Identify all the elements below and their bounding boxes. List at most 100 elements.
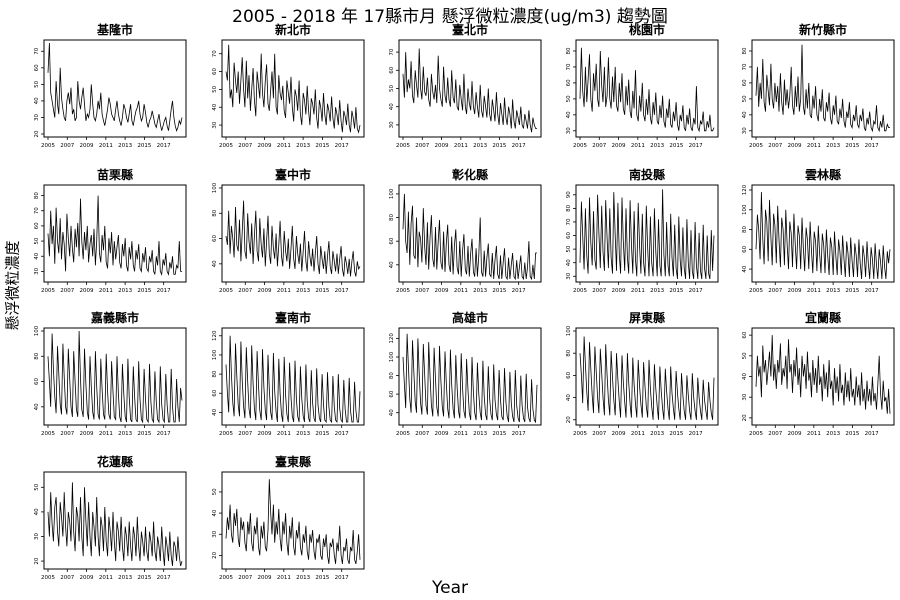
x-tick-label: 2007 [415,143,429,149]
series-line [47,42,183,132]
x-tick-label: 2017 [512,288,526,294]
y-tick-label: 70 [389,48,395,55]
y-tick-label: 30 [742,127,748,134]
y-tick-label: 60 [389,66,395,73]
panel-title: 南投縣 [629,167,665,182]
panel-title: 雲林縣 [805,167,841,182]
panel-frame [575,184,719,283]
x-tick-label: 2013 [826,288,840,294]
panel-12: 臺南市 2005 2007 2009 2011 2013 2015 2017 40 60 80 100… [212,310,365,437]
y-tick-label: 30 [566,272,572,279]
y-tick-label: 50 [34,80,40,87]
x-tick-label: 2009 [80,431,94,437]
y-tick-label: 30 [34,267,40,274]
x-tick-label: 2011 [277,431,291,437]
x-tick-label: 2013 [826,431,840,437]
x-tick-label: 2009 [435,143,449,149]
y-tick-label: 60 [34,378,40,385]
x-tick-label: 2013 [118,288,132,294]
y-tick-label: 60 [566,232,572,239]
y-tick-label: 100 [34,325,40,336]
x-tick-label: 2013 [650,431,664,437]
x-tick-label: 2011 [454,431,468,437]
series-line [402,193,537,281]
x-tick-label: 2005 [41,575,55,581]
x-tick-label: 2011 [277,575,291,581]
y-tick-label: 60 [212,389,218,396]
x-tick-label: 2015 [492,143,506,149]
y-tick-label: 100 [212,349,218,360]
panel-title: 花蓮縣 [97,454,133,469]
y-tick-label: 30 [34,113,40,120]
y-tick-label: 20 [212,551,218,558]
x-tick-label: 2017 [157,143,171,149]
y-tick-label: 70 [566,63,572,70]
y-tick-label: 70 [34,47,40,54]
panel-14: 屏東縣 2005 2007 2009 2011 2013 2015 2017 20 40 60 80 1… [566,310,719,437]
y-tick-label: 80 [742,226,748,233]
y-tick-label: 80 [566,204,572,211]
x-tick-label: 2009 [80,288,94,294]
x-tick-label: 2007 [415,288,429,294]
panel-frame [43,39,187,138]
y-tick-label: 20 [34,130,40,137]
series-line [225,44,361,134]
x-tick-label: 2013 [826,143,840,149]
series-line [755,191,891,280]
x-tick-label: 2015 [315,288,329,294]
panel-9: 南投縣 2005 2007 2009 2011 2013 2015 2017 30 40 50 60 7… [566,167,719,294]
panel-title: 苗栗縣 [97,167,133,182]
y-tick-label: 50 [212,85,218,92]
panel-frame [221,39,365,138]
x-tick-label: 2013 [296,288,310,294]
x-tick-label: 2007 [60,575,74,581]
x-tick-label: 2009 [80,575,94,581]
y-tick-label: 30 [389,121,395,128]
x-tick-label: 2007 [768,288,782,294]
panel-frame [575,327,719,426]
x-tick-label: 2009 [80,143,94,149]
panel-17: 臺東縣 2005 2007 2009 2011 2013 2015 2017 20 30 40 50 [212,454,365,581]
y-tick-label: 60 [566,79,572,86]
x-tick-label: 2007 [592,288,606,294]
panel-title: 基隆市 [96,22,133,37]
y-tick-label: 80 [212,370,218,377]
x-tick-label: 2011 [631,431,645,437]
x-axis-label: Year [432,578,468,598]
y-tick-label: 30 [566,127,572,134]
x-tick-label: 2005 [219,288,233,294]
x-tick-label: 2015 [137,143,151,149]
x-tick-label: 2015 [845,431,859,437]
panel-title: 嘉義縣市 [90,310,139,325]
x-tick-label: 2009 [435,288,449,294]
x-tick-label: 2007 [60,143,74,149]
y-tick-label: 70 [566,218,572,225]
y-tick-label: 50 [212,488,218,495]
y-tick-label: 60 [389,237,395,244]
y-tick-label: 60 [34,222,40,229]
y-tick-label: 80 [566,47,572,54]
x-tick-label: 2005 [41,431,55,437]
x-tick-label: 2013 [650,143,664,149]
x-tick-label: 2011 [631,143,645,149]
series-line [755,44,890,133]
y-tick-label: 40 [212,103,218,110]
panel-13: 高雄市 2005 2007 2009 2011 2013 2015 2017 40 60 80 100… [389,310,542,437]
x-tick-label: 2017 [157,288,171,294]
x-tick-label: 2011 [99,575,113,581]
x-tick-label: 2013 [296,431,310,437]
x-tick-label: 2017 [512,431,526,437]
x-tick-label: 2005 [749,143,763,149]
x-tick-label: 2015 [492,431,506,437]
y-tick-label: 30 [212,530,218,537]
y-tick-label: 120 [212,330,218,341]
x-tick-label: 2007 [238,431,252,437]
series-line [225,335,361,424]
panel-frame [398,184,542,283]
x-tick-label: 2007 [768,431,782,437]
panel-frame [43,327,187,426]
x-tick-label: 2011 [99,431,113,437]
panel-7: 臺中市 2005 2007 2009 2011 2013 2015 2017 40 60 80 100 [212,167,365,294]
x-tick-label: 2005 [41,288,55,294]
x-tick-label: 2011 [454,288,468,294]
